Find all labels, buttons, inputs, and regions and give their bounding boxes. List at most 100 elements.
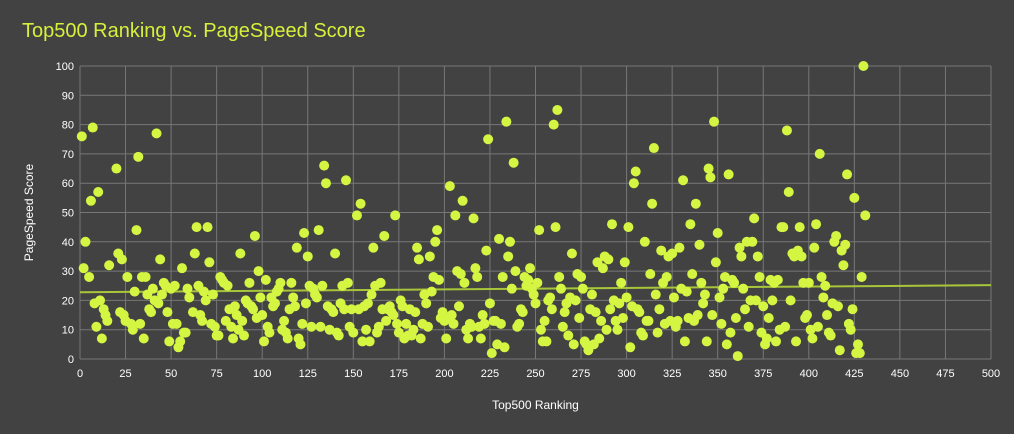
data-point — [466, 321, 477, 332]
data-point — [690, 198, 701, 209]
data-point — [506, 283, 517, 294]
data-point — [122, 271, 133, 282]
data-point — [725, 327, 736, 338]
data-point — [818, 292, 829, 303]
data-point — [95, 295, 106, 306]
data-point — [740, 304, 751, 315]
x-tick-label: 200 — [435, 368, 453, 380]
data-point — [470, 263, 481, 274]
x-tick-label: 375 — [754, 368, 772, 380]
data-point — [475, 333, 486, 344]
data-point — [177, 263, 188, 274]
data-point — [541, 336, 552, 347]
data-point — [295, 339, 306, 350]
x-tick-label: 475 — [936, 368, 954, 380]
x-tick-label: 450 — [891, 368, 909, 380]
data-point — [116, 254, 127, 265]
data-point — [752, 251, 763, 262]
data-point — [612, 324, 623, 335]
x-tick-label: 75 — [211, 368, 223, 380]
x-tick-label: 325 — [663, 368, 681, 380]
x-tick-label: 400 — [800, 368, 818, 380]
data-point — [712, 228, 723, 239]
data-point — [517, 307, 528, 318]
data-point — [297, 318, 308, 329]
data-point — [85, 195, 96, 206]
y-tick-label: 50 — [62, 208, 74, 220]
data-point — [213, 330, 224, 341]
data-point — [127, 324, 138, 335]
y-tick-label: 20 — [62, 295, 74, 307]
data-point — [791, 336, 802, 347]
data-point — [299, 228, 310, 239]
data-point — [667, 248, 678, 259]
data-point — [503, 251, 514, 262]
data-point — [576, 271, 587, 282]
y-tick-label: 80 — [62, 120, 74, 132]
data-point — [718, 283, 729, 294]
data-point — [705, 172, 716, 183]
data-point — [275, 277, 286, 288]
data-point — [794, 222, 805, 233]
data-point — [164, 336, 175, 347]
data-point — [643, 315, 654, 326]
data-point — [692, 310, 703, 321]
data-point — [834, 345, 845, 356]
data-point — [514, 318, 525, 329]
data-point — [204, 257, 215, 268]
data-point — [430, 236, 441, 247]
data-point — [763, 312, 774, 323]
data-point — [577, 283, 588, 294]
data-point — [153, 298, 164, 309]
data-point — [858, 61, 869, 71]
data-point — [801, 310, 812, 321]
data-point — [854, 348, 865, 359]
data-point — [291, 242, 302, 253]
data-point — [625, 342, 636, 353]
data-point — [146, 307, 157, 318]
data-point — [361, 324, 372, 335]
data-point — [76, 131, 87, 142]
y-tick-label: 70 — [62, 149, 74, 161]
data-point — [269, 298, 280, 309]
data-point — [289, 301, 300, 312]
data-points — [76, 61, 871, 362]
data-point — [652, 327, 663, 338]
data-point — [617, 312, 628, 323]
data-point — [235, 248, 246, 259]
data-point — [339, 304, 350, 315]
data-point — [623, 222, 634, 233]
data-point — [448, 318, 459, 329]
data-point — [424, 251, 435, 262]
data-point — [93, 186, 104, 197]
data-point — [390, 210, 401, 221]
data-point — [860, 210, 871, 221]
data-point — [687, 269, 698, 280]
x-tick-label: 225 — [481, 368, 499, 380]
data-point — [831, 230, 842, 241]
data-point — [147, 283, 158, 294]
data-point — [237, 315, 248, 326]
data-point — [508, 157, 519, 168]
data-point — [151, 128, 162, 139]
data-point — [450, 210, 461, 221]
data-point — [709, 116, 720, 127]
x-tick-label: 350 — [709, 368, 727, 380]
data-point — [621, 292, 632, 303]
data-point — [286, 277, 297, 288]
data-point — [472, 271, 483, 282]
data-point — [703, 163, 714, 174]
data-point — [306, 321, 317, 332]
x-tick-label: 425 — [845, 368, 863, 380]
data-point — [348, 327, 359, 338]
tick-labels: 0 10 20 30 40 50 60 70 80 90 100 0 25 50 75 100 125 150 17… — [56, 61, 1001, 380]
data-point — [111, 163, 122, 174]
data-point — [568, 339, 579, 350]
data-point — [138, 333, 149, 344]
data-point — [366, 289, 377, 300]
data-point — [300, 298, 311, 309]
data-point — [679, 336, 690, 347]
data-point — [696, 277, 707, 288]
data-point — [701, 336, 712, 347]
y-axis-title: PageSpeed Score — [22, 163, 36, 261]
